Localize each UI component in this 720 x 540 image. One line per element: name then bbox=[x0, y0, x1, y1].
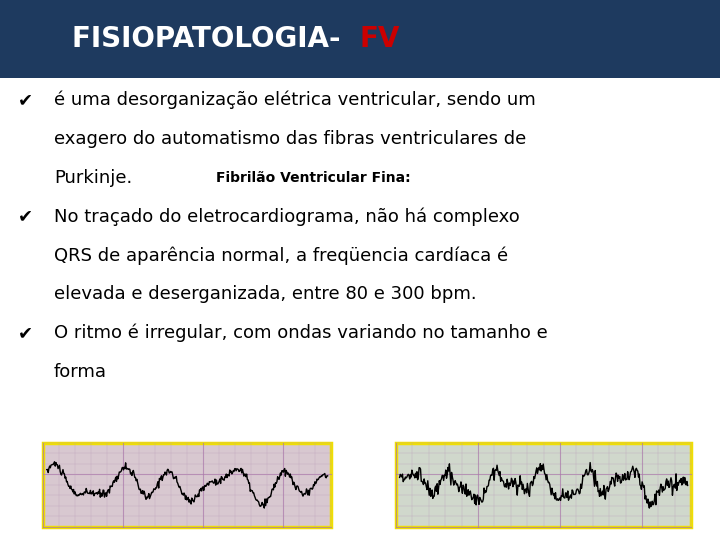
Text: elevada e deserganizada, entre 80 e 300 bpm.: elevada e deserganizada, entre 80 e 300 … bbox=[54, 285, 477, 303]
Bar bbox=[0, 0, 720, 78]
Text: ✔: ✔ bbox=[17, 207, 33, 226]
Text: FV: FV bbox=[360, 25, 400, 53]
Bar bbox=[43, 443, 331, 526]
Text: QRS de aparência normal, a freqüencia cardíaca é: QRS de aparência normal, a freqüencia ca… bbox=[54, 246, 508, 265]
Text: exagero do automatismo das fibras ventriculares de: exagero do automatismo das fibras ventri… bbox=[54, 130, 526, 148]
Text: forma: forma bbox=[54, 363, 107, 381]
Text: No traçado do eletrocardiograma, não há complexo: No traçado do eletrocardiograma, não há … bbox=[54, 207, 520, 226]
Text: ✔: ✔ bbox=[17, 324, 33, 342]
Text: Fibrilão Ventricular Fina:: Fibrilão Ventricular Fina: bbox=[216, 171, 410, 185]
Text: Purkinje.: Purkinje. bbox=[54, 168, 132, 187]
Text: ✔: ✔ bbox=[17, 91, 33, 109]
Bar bbox=[396, 443, 691, 526]
Text: é uma desorganização elétrica ventricular, sendo um: é uma desorganização elétrica ventricula… bbox=[54, 91, 536, 109]
Text: FISIOPATOLOGIA-: FISIOPATOLOGIA- bbox=[72, 25, 360, 53]
Text: O ritmo é irregular, com ondas variando no tamanho e: O ritmo é irregular, com ondas variando … bbox=[54, 324, 548, 342]
